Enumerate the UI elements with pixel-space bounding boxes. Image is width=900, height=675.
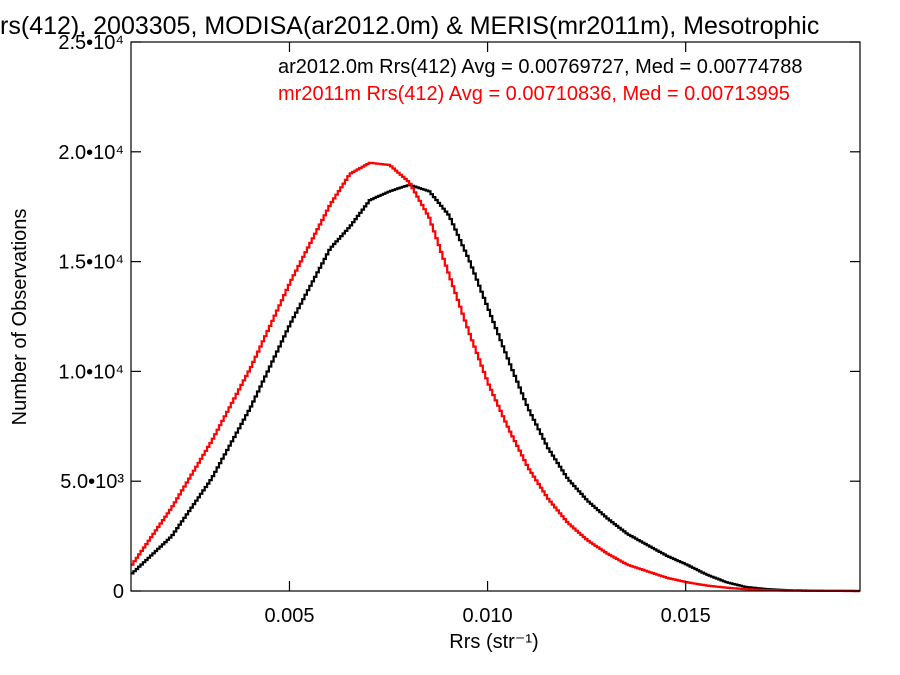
y-tick-label: 1.5•10⁴: [58, 252, 124, 274]
chart-title: Rrs(412), 2003305, MODISA(ar2012.0m) & M…: [0, 12, 819, 40]
plot-frame: [130, 41, 861, 592]
x-tick-label: 0.015: [661, 605, 711, 627]
y-axis-label: Number of Observations: [9, 209, 31, 426]
x-tick-label: 0.010: [463, 605, 513, 627]
x-axis: 0.005 0.010 0.015: [264, 42, 711, 627]
x-tick-label: 0.005: [264, 605, 314, 627]
y-tick-label: 2.0•10⁴: [58, 142, 124, 164]
y-tick-label: 1.0•10⁴: [58, 361, 124, 383]
series-group: [131, 161, 860, 593]
y-tick-label: 0: [113, 581, 124, 603]
series-line-2: [131, 161, 860, 593]
legend-entry-ar2012: ar2012.0m Rrs(412) Avg = 0.00769727, Med…: [278, 56, 802, 78]
y-tick-label: 5.0•10³: [60, 471, 124, 493]
y-axis: 0 5.0•10³ 1.0•10⁴ 1.5•10⁴ 2.0•10⁴ 2.5•10⁴: [58, 32, 860, 603]
y-tick-label: 2.5•10⁴: [58, 32, 124, 54]
series-line-1: [131, 183, 860, 593]
legend-entry-mr2011: mr2011m Rrs(412) Avg = 0.00710836, Med =…: [278, 83, 790, 105]
x-axis-label: Rrs (str⁻¹): [449, 631, 538, 653]
